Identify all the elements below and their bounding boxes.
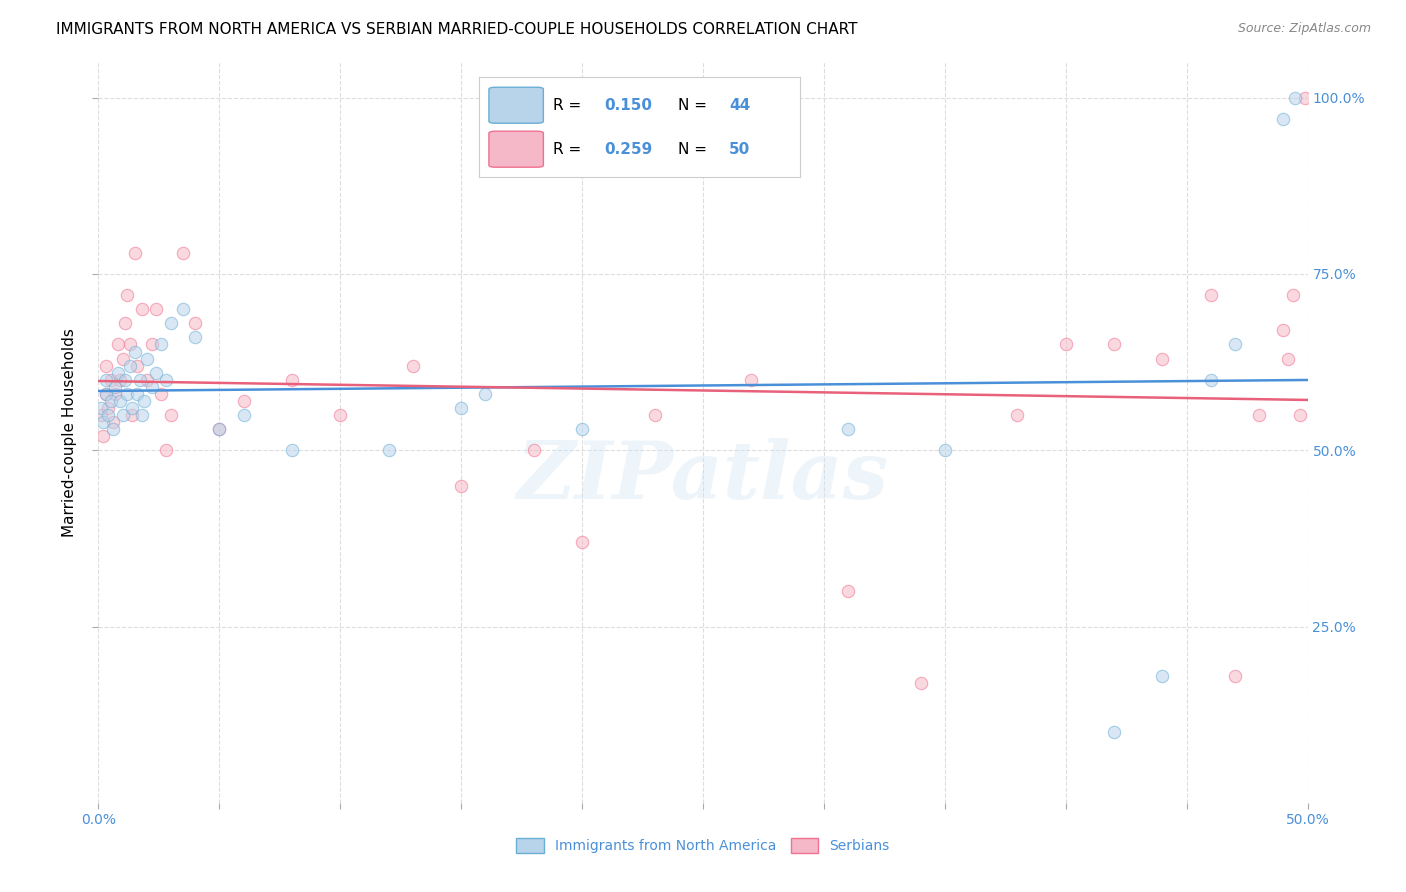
Point xyxy=(1199,288,1222,302)
Point xyxy=(1223,669,1246,683)
Point xyxy=(118,359,141,373)
Point xyxy=(94,387,117,401)
Point xyxy=(1102,337,1125,351)
Point xyxy=(232,393,254,408)
Point xyxy=(1289,408,1312,422)
Point xyxy=(1249,408,1271,422)
Point xyxy=(118,337,141,351)
Point xyxy=(1199,373,1222,387)
Point xyxy=(619,161,641,176)
Point xyxy=(111,408,134,422)
Point xyxy=(740,373,762,387)
Point xyxy=(128,373,150,387)
Point xyxy=(329,408,352,422)
Point xyxy=(117,288,139,302)
Point xyxy=(208,422,231,436)
Legend: Immigrants from North America, Serbians: Immigrants from North America, Serbians xyxy=(510,833,896,859)
Point xyxy=(124,245,146,260)
Point xyxy=(131,408,153,422)
Point xyxy=(127,387,149,401)
Point xyxy=(172,245,194,260)
Point xyxy=(114,316,136,330)
Point xyxy=(101,415,124,429)
Point xyxy=(127,359,149,373)
Point xyxy=(837,584,859,599)
Point xyxy=(1152,669,1174,683)
Point xyxy=(523,443,546,458)
Point xyxy=(141,380,163,394)
Point xyxy=(155,373,177,387)
Point xyxy=(121,401,143,415)
Point xyxy=(107,337,129,351)
Point xyxy=(104,387,127,401)
Point xyxy=(184,316,207,330)
Point xyxy=(837,422,859,436)
Point xyxy=(134,393,156,408)
Point xyxy=(450,478,472,492)
Point xyxy=(150,387,173,401)
Point xyxy=(1294,91,1316,105)
Point xyxy=(1102,725,1125,739)
Point xyxy=(281,373,304,387)
Point xyxy=(94,387,117,401)
Point xyxy=(644,408,666,422)
Point xyxy=(571,422,593,436)
Point xyxy=(184,330,207,344)
Point xyxy=(910,676,932,690)
Point xyxy=(121,408,143,422)
Point xyxy=(90,408,112,422)
Point xyxy=(1284,91,1306,105)
Point xyxy=(160,316,183,330)
Point xyxy=(402,359,425,373)
Point xyxy=(377,443,399,458)
Point xyxy=(934,443,956,458)
Point xyxy=(1007,408,1029,422)
Text: ZIPatlas: ZIPatlas xyxy=(517,438,889,516)
Point xyxy=(91,415,114,429)
Point xyxy=(107,366,129,380)
Point xyxy=(90,401,112,415)
Text: Source: ZipAtlas.com: Source: ZipAtlas.com xyxy=(1237,22,1371,36)
Point xyxy=(155,443,177,458)
Text: IMMIGRANTS FROM NORTH AMERICA VS SERBIAN MARRIED-COUPLE HOUSEHOLDS CORRELATION C: IMMIGRANTS FROM NORTH AMERICA VS SERBIAN… xyxy=(56,22,858,37)
Point xyxy=(100,393,122,408)
Point xyxy=(1277,351,1299,366)
Point xyxy=(571,535,593,549)
Point xyxy=(100,373,122,387)
Point xyxy=(108,373,131,387)
Point xyxy=(94,359,117,373)
Point xyxy=(111,351,134,366)
Point xyxy=(232,408,254,422)
Point xyxy=(1272,112,1295,126)
Point xyxy=(1282,288,1305,302)
Y-axis label: Married-couple Households: Married-couple Households xyxy=(62,328,77,537)
Point xyxy=(135,373,157,387)
Point xyxy=(150,337,173,351)
Point xyxy=(145,366,167,380)
Point xyxy=(114,373,136,387)
Point xyxy=(1272,323,1295,337)
Point xyxy=(172,302,194,317)
Point xyxy=(131,302,153,317)
Point xyxy=(145,302,167,317)
Point xyxy=(141,337,163,351)
Point xyxy=(208,422,231,436)
Point xyxy=(101,422,124,436)
Point xyxy=(124,344,146,359)
Point xyxy=(160,408,183,422)
Point xyxy=(108,393,131,408)
Point xyxy=(281,443,304,458)
Point xyxy=(135,351,157,366)
Point xyxy=(94,373,117,387)
Point xyxy=(97,408,120,422)
Point xyxy=(474,387,496,401)
Point xyxy=(104,380,127,394)
Point xyxy=(91,429,114,443)
Point xyxy=(1223,337,1246,351)
Point xyxy=(117,387,139,401)
Point xyxy=(1054,337,1077,351)
Point xyxy=(97,401,120,415)
Point xyxy=(1152,351,1174,366)
Point xyxy=(450,401,472,415)
